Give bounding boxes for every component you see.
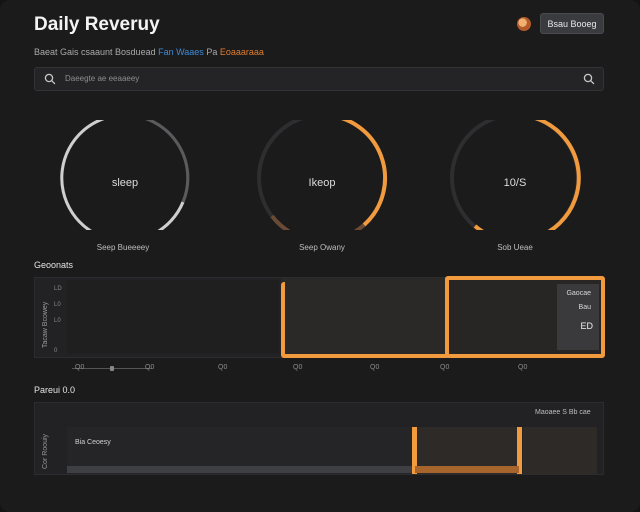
subtitle-line: Baeat Gais csaaunt Bosduead Fan Waaes Pa… — [34, 47, 264, 57]
gauge-caption: Seep Owany — [299, 243, 345, 252]
summary-card-value: ED — [580, 321, 593, 331]
summary-card: Gaocae Bau ED — [557, 284, 599, 350]
timeline-range-left[interactable] — [281, 282, 449, 358]
gauge-center-label: Ikeop — [308, 177, 336, 189]
search-submit-icon[interactable] — [583, 73, 595, 85]
series-panel: Cor Roouiy Maoaee S Bb cae Bia Ceoesy — [34, 402, 604, 475]
gauge-sleep[interactable]: sleep — [55, 120, 195, 230]
section-label: Pareui 0.0 — [34, 385, 76, 395]
scrubber[interactable] — [72, 366, 152, 371]
series-range-bottom — [415, 466, 519, 473]
x-tick: Q0 — [370, 364, 380, 371]
series-label: Bia Ceoesy — [75, 439, 111, 446]
axis-label: Cor Roouiy — [42, 433, 49, 469]
y-tick: 0 — [54, 348, 58, 354]
timeline-track — [67, 280, 279, 354]
avatar[interactable] — [517, 17, 531, 31]
series-range-end[interactable] — [517, 427, 522, 474]
summary-card-line: Gaocae — [566, 290, 591, 297]
search-icon — [44, 73, 56, 85]
search-bar[interactable]: Daeegte ae eeaaeey — [34, 67, 604, 91]
timeline-panel: Tacaw Bcowey LD L0 L0 0 Gaocae Bau ED — [34, 276, 605, 358]
x-tick: Q0 — [145, 364, 155, 371]
gauge-center-label: 10/S — [503, 177, 527, 189]
summary-card-line: Bau — [578, 304, 591, 311]
search-input[interactable]: Daeegte ae eeaaeey — [65, 74, 140, 83]
series-block — [523, 427, 597, 474]
x-tick: Q0 — [440, 364, 450, 371]
subtitle-separator: Pa — [206, 47, 218, 57]
page-title: Daily Reveruy — [34, 14, 160, 35]
x-tick: Q0 — [218, 364, 228, 371]
x-tick: Q0 — [518, 364, 528, 371]
axis-label: Tacaw Bcowey — [42, 301, 49, 348]
timeline-block[interactable] — [281, 278, 447, 355]
x-tick: Q0 — [75, 364, 85, 371]
series-baseline — [67, 466, 413, 473]
y-tick: LD — [54, 286, 62, 292]
series-range-start[interactable] — [412, 427, 417, 474]
header-action-button[interactable]: Bsau Booeg — [540, 13, 604, 34]
y-tick: L0 — [54, 302, 61, 308]
subtitle-link[interactable]: Fan Waaes — [158, 47, 204, 57]
gauge-caption: Sob Ueae — [497, 243, 533, 252]
section-label: Geoonats — [34, 260, 74, 270]
y-tick: L0 — [54, 318, 61, 324]
gauge-10s[interactable]: 10/S — [445, 120, 585, 230]
gauge-center-label: sleep — [111, 177, 139, 189]
gauge-ikeop[interactable]: Ikeop — [252, 120, 392, 230]
x-tick: Q0 — [293, 364, 303, 371]
legend-label: Maoaee S Bb cae — [535, 409, 591, 416]
gauge-caption: Seep Bueeeey — [96, 243, 150, 252]
subtitle-text: Baeat Gais csaaunt Bosduead — [34, 47, 156, 57]
subtitle-highlight[interactable]: Eoaaaraaa — [219, 47, 264, 57]
